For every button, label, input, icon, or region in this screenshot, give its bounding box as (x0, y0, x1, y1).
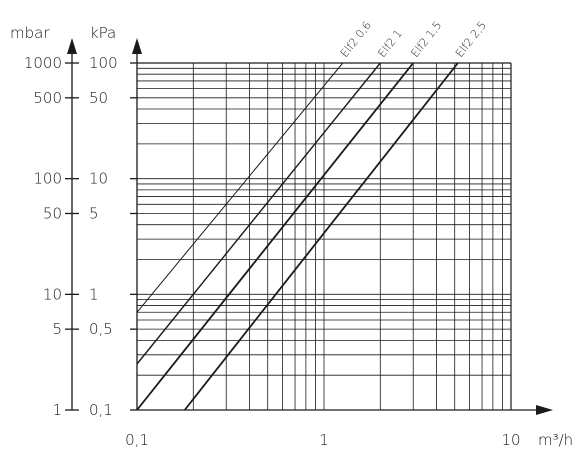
mbar-tick-label: 1 (52, 401, 62, 419)
kpa-tick-label: 50 (89, 89, 108, 107)
series-label: Elf2 1 (375, 27, 405, 60)
mbar-tick-label: 5 (52, 320, 62, 338)
x-axis-arrow (536, 405, 553, 415)
mbar-tick-label: 1000 (24, 54, 62, 72)
mbar-tick-label: 10 (43, 285, 62, 303)
series-line (136, 62, 381, 365)
series-label: Elf2 1,5 (408, 19, 444, 60)
kpa-axis-arrow (132, 38, 142, 54)
x-tick-label: 10 (501, 431, 520, 449)
mbar-tick-label: 500 (33, 89, 62, 107)
series-label: Elf2 2,5 (453, 19, 489, 60)
kpa-tick-label: 1 (89, 285, 99, 303)
kpa-tick-label: 5 (89, 204, 99, 222)
labels: 100 50 10 5 1 0,5 0,1 1000 500 100 50 10 5 1 0,1 1 10 mba… (10, 19, 573, 449)
series-curves (136, 62, 459, 411)
series-line (136, 62, 344, 313)
mbar-tick-label: 50 (43, 204, 62, 222)
x-unit-label: m³/h (538, 431, 573, 449)
mbar-unit-label: mbar (10, 24, 50, 42)
series-line (183, 62, 459, 411)
series-label: Elf2 0,6 (338, 19, 374, 60)
axes (65, 38, 553, 415)
kpa-tick-label: 0,5 (89, 320, 113, 338)
kpa-tick-label: 10 (89, 170, 108, 188)
mbar-axis-arrow (67, 38, 77, 54)
kpa-unit-label: kPa (90, 24, 116, 42)
kpa-tick-label: 0,1 (89, 401, 113, 419)
mbar-tick-label: 100 (33, 170, 62, 188)
x-tick-label: 0,1 (125, 431, 149, 449)
kpa-tick-label: 100 (89, 54, 118, 72)
x-tick-label: 1 (319, 431, 329, 449)
series-line (136, 62, 414, 411)
grid (137, 62, 512, 410)
